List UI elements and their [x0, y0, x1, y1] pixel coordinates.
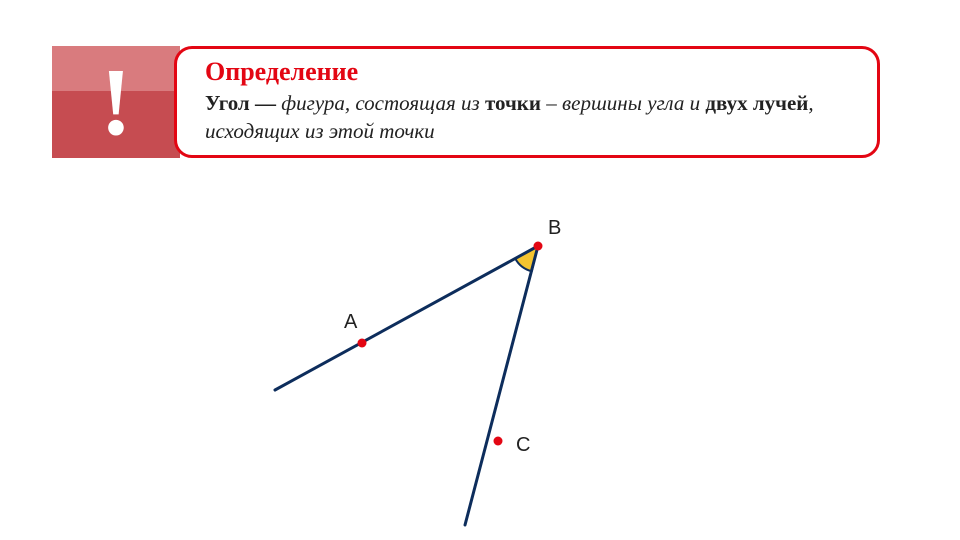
label-B: B — [548, 217, 561, 239]
point-C — [494, 437, 503, 446]
definition-block: ! Определение Угол — фигура, состоящая и… — [52, 46, 880, 158]
label-A: A — [344, 311, 358, 333]
definition-text-segment: Угол — — [205, 91, 281, 115]
definition-text-segment: фигура, состоящая из — [281, 91, 485, 115]
ray-1 — [275, 246, 538, 390]
angle-diagram: A B C — [250, 200, 680, 540]
definition-text-segment: точки — [485, 91, 541, 115]
point-A — [358, 339, 367, 348]
label-C: C — [516, 434, 530, 456]
definition-text-segment: двух лучей — [705, 91, 808, 115]
ray-2 — [465, 246, 538, 525]
exclamation-icon: ! — [100, 54, 132, 150]
definition-text-segment: – вершины угла и — [541, 91, 705, 115]
point-B — [534, 242, 543, 251]
exclamation-box: ! — [52, 46, 180, 158]
definition-heading: Определение — [205, 57, 857, 87]
definition-box: Определение Угол — фигура, состоящая из … — [174, 46, 880, 158]
definition-body: Угол — фигура, состоящая из точки – верш… — [205, 89, 857, 146]
